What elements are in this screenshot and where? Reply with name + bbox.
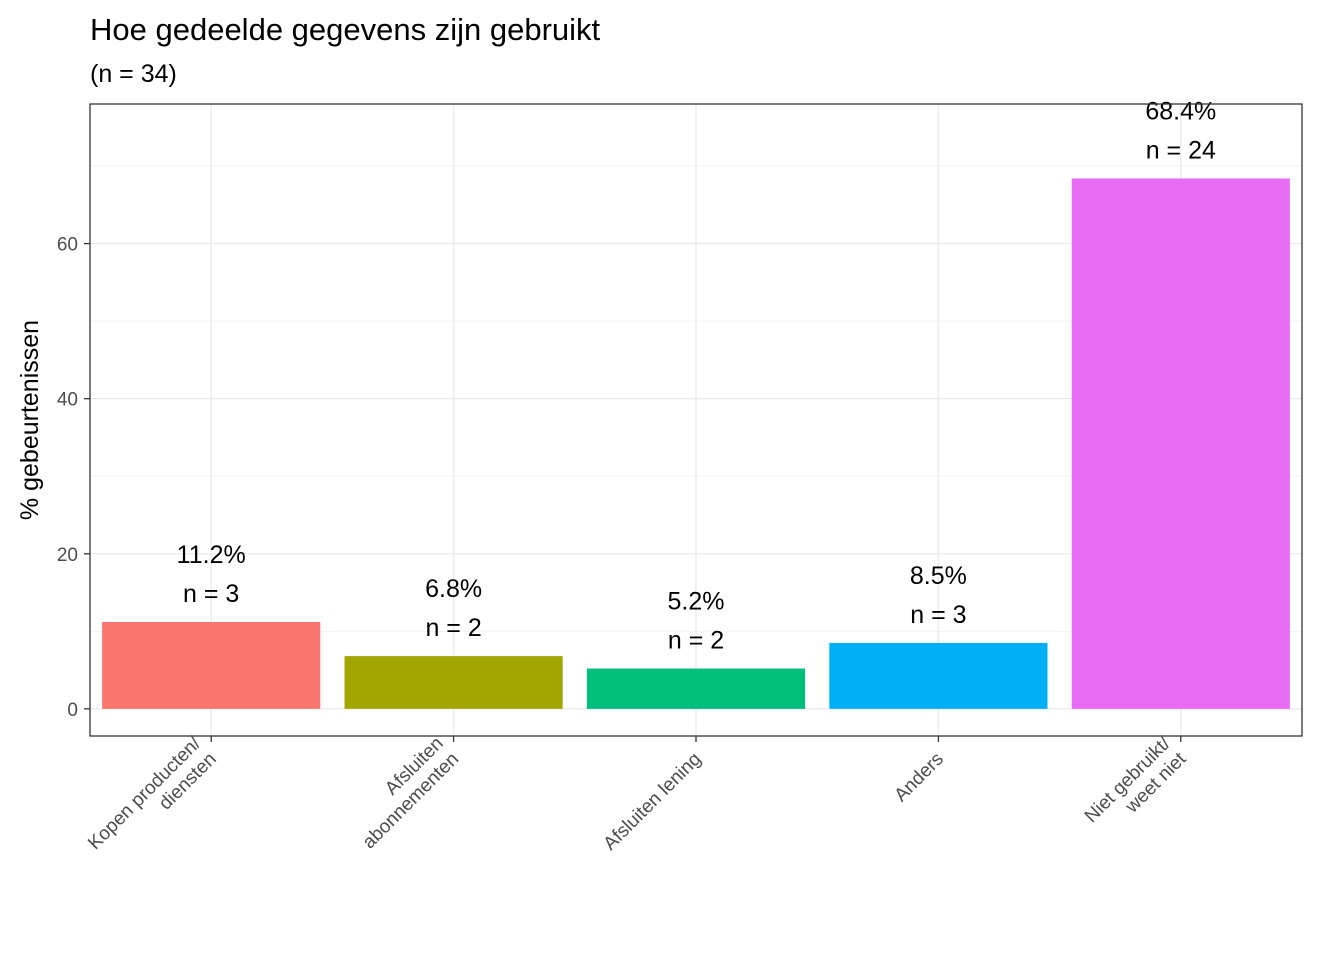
data-labels: 11.2% n = 3 6.8% n = 2 5.2% n = 2 8.5% n = 3 68.… — [177, 97, 1217, 654]
y-tick-label: 60 — [57, 235, 78, 256]
x-tick-label: Anders — [891, 749, 948, 806]
chart-subtitle: (n = 34) — [90, 60, 177, 88]
y-axis-title: % gebeurtenissen — [16, 320, 44, 520]
count-label: n = 3 — [183, 580, 239, 608]
bar — [829, 642, 1048, 709]
chart-title: Hoe gedeelde gegevens zijn gebruikt — [90, 12, 601, 47]
y-tick-label: 20 — [57, 545, 78, 566]
bars — [102, 178, 1290, 709]
x-tick-label: Afsluiten lening — [600, 749, 706, 855]
value-label: 6.8% — [425, 575, 482, 603]
x-tick-label: Niet gebruikt/weet niet — [1081, 733, 1191, 843]
bar — [586, 668, 806, 709]
x-tick-label-line: Afsluiten lening — [600, 749, 706, 855]
bar — [344, 656, 563, 709]
x-tick-label: Kopen producten/diensten — [84, 733, 221, 870]
y-axis: 0 20 40 60 — [57, 235, 90, 721]
x-tick-label: Afsluitenabonnementen — [343, 733, 463, 853]
count-label: n = 2 — [425, 614, 481, 642]
count-label: n = 2 — [668, 627, 724, 655]
value-label: 5.2% — [668, 588, 725, 616]
y-tick-label: 0 — [67, 700, 78, 721]
bar — [1071, 178, 1290, 709]
x-axis: Kopen producten/diensten Afsluitenabonnem… — [84, 733, 1191, 870]
y-tick-label: 40 — [57, 390, 78, 411]
value-label: 8.5% — [910, 562, 967, 590]
bar — [102, 622, 321, 709]
count-label: n = 24 — [1146, 136, 1216, 164]
value-label: 68.4% — [1145, 97, 1216, 125]
value-label: 11.2% — [177, 541, 246, 569]
x-tick-label-line: Anders — [891, 749, 948, 806]
count-label: n = 3 — [910, 601, 966, 629]
